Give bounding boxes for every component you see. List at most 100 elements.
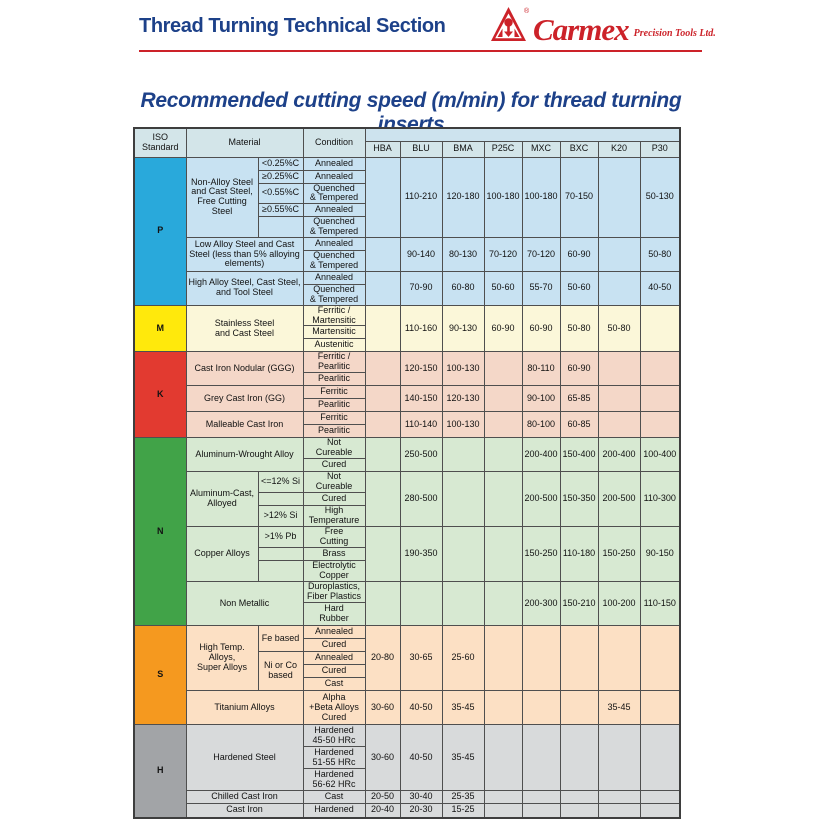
table-row: N Aluminum-Wrought Alloy Not Cureable 250-5… [133, 437, 681, 627]
value-cell: 35-45 [597, 690, 641, 726]
header-divider [139, 50, 702, 52]
table-row: Quenched & Tempered [134, 250, 680, 272]
value-cell: 30-60 [364, 690, 401, 726]
table-row: Cast [134, 677, 680, 692]
material-cell: Aluminum-Cast, Alloyed [185, 471, 259, 528]
brand-subtitle: Precision Tools Ltd. [633, 28, 716, 39]
table-row: Electrolytic Copper [134, 560, 680, 583]
value-cell: 90-150 [639, 526, 681, 583]
condition-cell: Free Cutting [302, 526, 366, 549]
value-cell: 200-400 [521, 437, 561, 473]
value-cell [483, 625, 523, 692]
value-cell [364, 237, 401, 272]
value-cell: 120-180 [441, 156, 485, 239]
material-cell: Cast Iron [185, 803, 304, 819]
material-cell: High Alloy Steel, Cast Steel, and Tool S… [185, 270, 304, 306]
material-cell: Stainless Steel and Cast Steel [185, 304, 304, 353]
value-cell: 60-90 [559, 237, 599, 272]
sub-condition-cell [257, 547, 304, 562]
value-cell [483, 437, 523, 473]
value-cell: 70-120 [483, 237, 523, 272]
value-cell [597, 724, 641, 792]
value-cell: 200-400 [597, 437, 641, 473]
table-row: Pearlitic [134, 372, 680, 387]
header-cell: BMA [441, 140, 485, 158]
sub-condition-cell: Fe based [257, 625, 304, 653]
value-cell: 120-150 [399, 351, 443, 387]
header-cell: ISO Standard [133, 127, 187, 158]
value-cell: 110-180 [559, 526, 599, 583]
header-cell: P30 [639, 140, 681, 158]
value-cell [639, 625, 681, 692]
table-row: Hardened 51-55 HRc [134, 746, 680, 770]
value-cell [639, 803, 681, 819]
value-cell [364, 351, 401, 387]
table-row: Chilled Cast Iron Cast 20-50 30-40 25-35 [134, 790, 681, 805]
value-cell: 200-500 [521, 471, 561, 528]
table-row: Pearlitic [134, 424, 680, 439]
value-cell [364, 385, 401, 413]
condition-cell: Alpha +Beta Alloys Cured [302, 690, 366, 726]
condition-cell: Hardened [302, 803, 366, 819]
sub-condition-cell [257, 216, 304, 239]
value-cell: 90-140 [399, 237, 443, 272]
condition-cell: Not Cureable [302, 437, 366, 460]
condition-cell: Martensitic [302, 325, 366, 340]
condition-cell: Annealed [302, 203, 366, 218]
table-row: <0.55%C Quenched & Tempered [134, 182, 680, 205]
value-cell [639, 351, 681, 387]
material-cell: Cast Iron Nodular (GGG) [185, 351, 304, 387]
material-cell: High Temp. Alloys, Super Alloys [185, 625, 259, 692]
value-cell: 100-130 [441, 351, 485, 387]
condition-cell: Cured [302, 664, 366, 679]
value-cell [559, 790, 599, 805]
iso-letter: H [133, 724, 187, 819]
table-row: K Cast Iron Nodular (GGG) Ferritic / Pearl… [133, 351, 681, 439]
header-cell: MXC [521, 140, 561, 158]
value-cell [521, 625, 561, 692]
value-cell [639, 724, 681, 792]
value-cell: 80-110 [521, 351, 561, 387]
value-cell: 40-50 [399, 724, 443, 792]
value-cell: 100-130 [441, 411, 485, 439]
condition-cell: Ferritic / Martensitic [302, 304, 366, 327]
sub-condition-cell: ≥0.55%C [257, 203, 304, 218]
value-cell [639, 385, 681, 413]
sub-condition-cell: >12% Si [257, 505, 304, 528]
material-cell: Aluminum-Wrought Alloy [185, 437, 304, 473]
material-cell: Grey Cast Iron (GG) [185, 385, 304, 413]
material-cell: Low Alloy Steel and Cast Steel (less tha… [185, 237, 304, 272]
table-row: H Hardened Steel Hardened 45-50 HRc 30-60 40… [133, 724, 681, 819]
table-row: High Alloy Steel, Cast Steel, and Tool S… [134, 270, 681, 306]
value-cell: 60-80 [441, 270, 485, 306]
value-cell [483, 724, 523, 792]
value-cell: 25-35 [441, 790, 485, 805]
material-cell: Hardened Steel [185, 724, 304, 792]
sub-condition-cell: ≥0.25%C [257, 169, 304, 184]
value-cell [559, 724, 599, 792]
value-cell [441, 526, 485, 583]
table-row: Quenched & Tempered [134, 216, 680, 239]
value-cell: 30-40 [399, 790, 443, 805]
material-cell: Chilled Cast Iron [185, 790, 304, 805]
sub-condition-cell: <0.55%C [257, 182, 304, 205]
condition-cell: Hard Rubber [302, 602, 366, 627]
table-row: ≥0.25%C Annealed [134, 169, 680, 184]
sub-condition-cell [257, 560, 304, 583]
header-cell: Material [185, 127, 304, 158]
condition-cell: Brass [302, 547, 366, 562]
value-cell [483, 690, 523, 726]
value-cell: 90-130 [441, 304, 485, 353]
value-cell [364, 471, 401, 528]
value-cell [521, 790, 561, 805]
value-cell [364, 581, 401, 627]
value-cell: 80-130 [441, 237, 485, 272]
value-cell: 40-50 [399, 690, 443, 726]
table-row: HBA BLU BMA P25C MXC BXC K20 P30 [134, 140, 681, 158]
condition-cell: Annealed [302, 169, 366, 184]
value-cell: 20-40 [364, 803, 401, 819]
value-cell [597, 385, 641, 413]
condition-cell: High Temperature [302, 505, 366, 528]
value-cell: 15-25 [441, 803, 485, 819]
value-cell: 70-120 [521, 237, 561, 272]
